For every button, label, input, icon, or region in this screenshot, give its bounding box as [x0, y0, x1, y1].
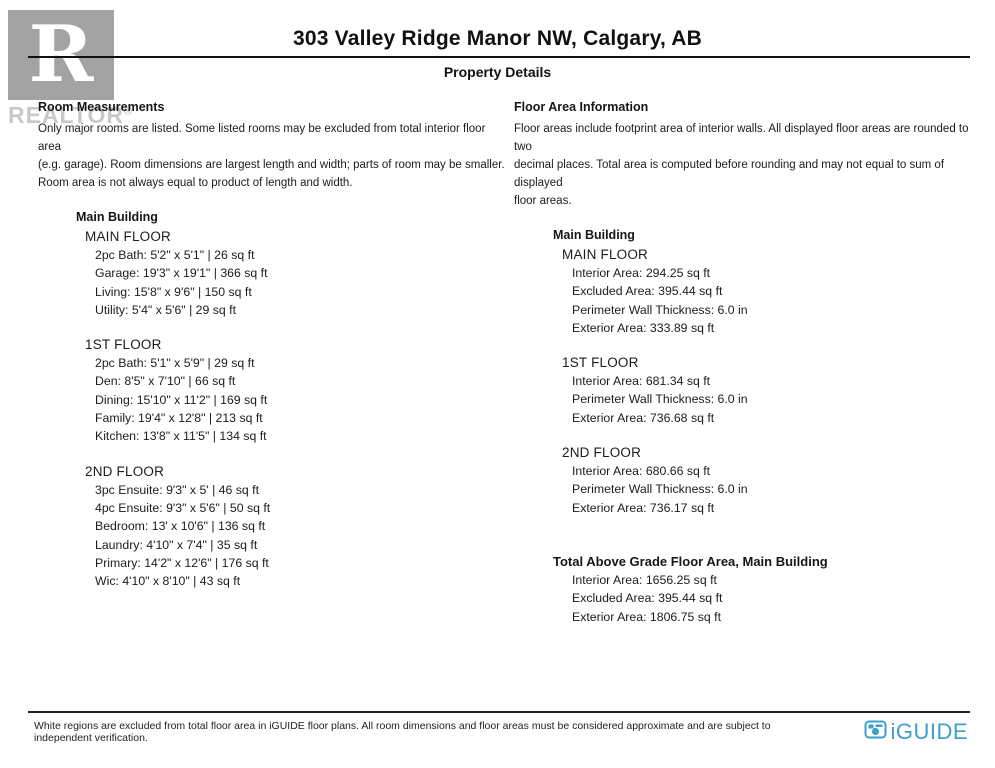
room-line: Family: 19'4" x 12'8" | 213 sq ft: [95, 411, 263, 426]
area-stat-line: Excluded Area: 395.44 sq ft: [572, 284, 723, 299]
realtor-watermark: R REALTOR®: [8, 10, 133, 129]
registered-trademark-symbol: ®: [124, 105, 134, 118]
footer-divider: [28, 711, 970, 713]
page-footer: White regions are excluded from total fl…: [28, 711, 970, 744]
area-group-1st-floor: 1ST FLOOR Interior Area: 681.34 sq ft Pe…: [514, 354, 979, 427]
room-line: Living: 15'8" x 9'6" | 150 sq ft: [95, 284, 252, 299]
area-stat-line: Perimeter Wall Thickness: 6.0 in: [572, 302, 748, 317]
area-stat-line: Exterior Area: 736.17 sq ft: [572, 500, 715, 515]
room-line: Garage: 19'3" x 19'1" | 366 sq ft: [95, 266, 268, 281]
area-group-2nd-floor: 2ND FLOOR Interior Area: 680.66 sq ft Pe…: [514, 444, 979, 517]
room-line: 4pc Ensuite: 9'3" x 5'6" | 50 sq ft: [95, 500, 271, 515]
room-line: Kitchen: 13'8" x 11'5" | 134 sq ft: [95, 429, 267, 444]
camera-icon: [864, 718, 887, 745]
room-line: Wic: 4'10" x 8'10" | 43 sq ft: [95, 574, 241, 589]
area-stat-line: Excluded Area: 395.44 sq ft: [572, 591, 723, 606]
page-subtitle: Property Details: [443, 64, 552, 80]
floor-name: 2ND FLOOR: [562, 445, 642, 461]
total-above-grade-block: Total Above Grade Floor Area, Main Build…: [514, 553, 979, 626]
room-line: Primary: 14'2" x 12'6" | 176 sq ft: [95, 555, 269, 570]
room-line: Bedroom: 13' x 10'6" | 136 sq ft: [95, 519, 266, 534]
floor-group-main-floor: MAIN FLOOR 2pc Bath: 5'2" x 5'1" | 26 sq…: [38, 228, 508, 319]
floor-group-2nd-floor: 2ND FLOOR 3pc Ensuite: 9'3" x 5' | 46 sq…: [38, 463, 508, 591]
floor-area-section: Floor Area Information Floor areas inclu…: [514, 99, 979, 626]
iguide-wordmark: iGUIDE: [890, 718, 968, 744]
realtor-wordmark-label: REALTOR: [8, 102, 125, 128]
area-stat-line: Perimeter Wall Thickness: 6.0 in: [572, 482, 748, 497]
room-line: Dining: 15'10" x 11'2" | 169 sq ft: [95, 392, 268, 407]
room-line: 2pc Bath: 5'2" x 5'1" | 26 sq ft: [95, 248, 255, 262]
floor-name: MAIN FLOOR: [562, 247, 649, 262]
area-group-main-floor: MAIN FLOOR Interior Area: 294.25 sq ft E…: [514, 246, 979, 337]
floor-name: 1ST FLOOR: [85, 337, 162, 353]
footer-disclaimer: White regions are excluded from total fl…: [34, 720, 771, 744]
area-stat-line: Interior Area: 680.66 sq ft: [572, 464, 711, 479]
header-divider: [28, 56, 970, 58]
floor-name: 2ND FLOOR: [85, 463, 165, 479]
area-stat-line: Interior Area: 681.34 sq ft: [572, 374, 711, 389]
room-measurements-description: Only major rooms are listed. Some listed…: [38, 123, 505, 189]
room-line: 2pc Bath: 5'1" x 5'9" | 29 sq ft: [95, 356, 255, 371]
realtor-logo-letter: R: [28, 9, 94, 100]
realtor-logo-icon: R: [8, 10, 114, 100]
realtor-wordmark: REALTOR®: [8, 102, 133, 129]
iguide-logo: iGUIDE: [864, 718, 968, 745]
area-stat-line: Exterior Area: 1806.75 sq ft: [572, 609, 722, 624]
building-heading: Main Building: [553, 228, 635, 242]
floor-area-description: Floor areas include footprint area of in…: [514, 123, 969, 207]
floor-name: MAIN FLOOR: [85, 229, 172, 244]
room-measurements-heading: Room Measurements: [38, 100, 165, 114]
room-line: Utility: 5'4" x 5'6" | 29 sq ft: [95, 302, 237, 317]
floor-group-1st-floor: 1ST FLOOR 2pc Bath: 5'1" x 5'9" | 29 sq …: [38, 336, 508, 445]
area-stat-line: Interior Area: 1656.25 sq ft: [572, 572, 717, 587]
room-line: 3pc Ensuite: 9'3" x 5' | 46 sq ft: [95, 482, 260, 497]
page-title: 303 Valley Ridge Manor NW, Calgary, AB: [292, 27, 703, 50]
building-heading: Main Building: [76, 210, 158, 224]
room-line: Den: 8'5" x 7'10" | 66 sq ft: [95, 374, 236, 389]
area-stat-line: Exterior Area: 736.68 sq ft: [572, 410, 715, 425]
room-line: Laundry: 4'10" x 7'4" | 35 sq ft: [95, 537, 258, 552]
area-stat-line: Interior Area: 294.25 sq ft: [572, 266, 711, 280]
total-heading: Total Above Grade Floor Area, Main Build…: [553, 553, 828, 569]
floor-name: 1ST FLOOR: [562, 355, 639, 371]
room-measurements-section: Room Measurements Only major rooms are l…: [38, 99, 508, 590]
area-stat-line: Perimeter Wall Thickness: 6.0 in: [572, 392, 748, 407]
area-stat-line: Exterior Area: 333.89 sq ft: [572, 320, 715, 335]
floor-area-heading: Floor Area Information: [514, 100, 649, 114]
